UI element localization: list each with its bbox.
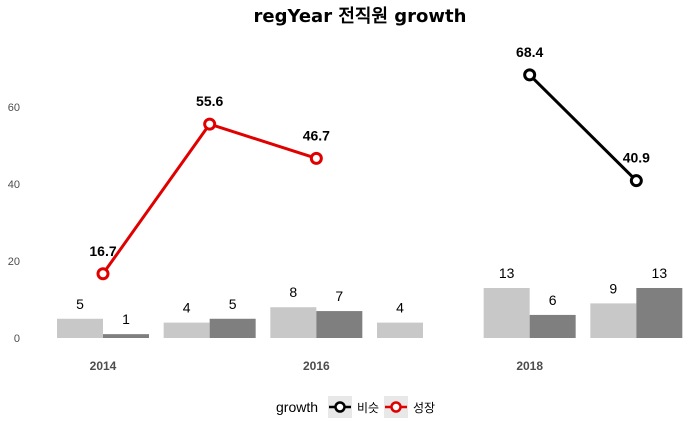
bar <box>103 334 149 338</box>
bar <box>590 303 637 338</box>
legend-key-point <box>334 401 346 413</box>
bar-value-label: 1 <box>122 311 130 327</box>
chart-title: regYear 전직원 growth <box>254 6 467 27</box>
bar <box>316 311 363 338</box>
bar-value-label: 7 <box>335 288 343 304</box>
bar-value-label: 4 <box>183 300 191 316</box>
series-point <box>523 68 537 82</box>
x-axis: 2014 2016 2018 <box>90 359 544 373</box>
y-tick-label: 40 <box>8 179 20 191</box>
bar <box>270 307 317 338</box>
bar <box>636 287 683 338</box>
series-line <box>101 122 317 275</box>
bar <box>483 287 530 338</box>
bar-value-label: 6 <box>549 292 557 308</box>
bar-value-label: 4 <box>396 300 404 316</box>
point-value-label: 68.4 <box>516 44 543 60</box>
x-tick-label: 2018 <box>516 359 543 373</box>
y-axis: 0 20 40 60 <box>8 102 20 345</box>
bar <box>209 318 256 338</box>
y-tick-label: 20 <box>8 256 20 268</box>
bar <box>163 322 210 338</box>
legend-item-label: 비슷 <box>357 401 379 415</box>
series-point <box>96 267 110 281</box>
series-point <box>629 174 643 188</box>
legend-key-point <box>390 401 402 413</box>
legend-item-label: 성장 <box>413 401 435 415</box>
series-point <box>309 151 323 165</box>
point-value-label: 40.9 <box>623 150 650 166</box>
x-tick-label: 2014 <box>90 359 117 373</box>
bars-layer: 5 4 8 4 13 9 1 5 7 6 13 <box>57 265 683 338</box>
y-tick-label: 0 <box>14 333 20 345</box>
legend: growth 비슷 성장 <box>276 396 435 418</box>
bar <box>529 314 576 338</box>
bar-value-label: 13 <box>652 265 668 281</box>
point-value-label: 16.7 <box>89 243 116 259</box>
bar <box>57 318 103 338</box>
bar <box>377 322 423 338</box>
legend-title: growth <box>276 399 318 415</box>
series-point <box>203 117 217 131</box>
series-line <box>528 73 638 182</box>
bar-value-label: 5 <box>76 296 84 312</box>
point-value-label: 55.6 <box>196 93 223 109</box>
bar-value-label: 5 <box>229 296 237 312</box>
y-tick-label: 60 <box>8 102 20 114</box>
lines-layer: 16.7 55.6 46.7 68.4 40.9 <box>89 44 650 281</box>
x-tick-label: 2016 <box>303 359 330 373</box>
bar-value-label: 8 <box>289 284 297 300</box>
bar-value-label: 9 <box>609 280 617 296</box>
bar-value-label: 13 <box>499 265 515 281</box>
point-value-label: 46.7 <box>303 127 330 143</box>
